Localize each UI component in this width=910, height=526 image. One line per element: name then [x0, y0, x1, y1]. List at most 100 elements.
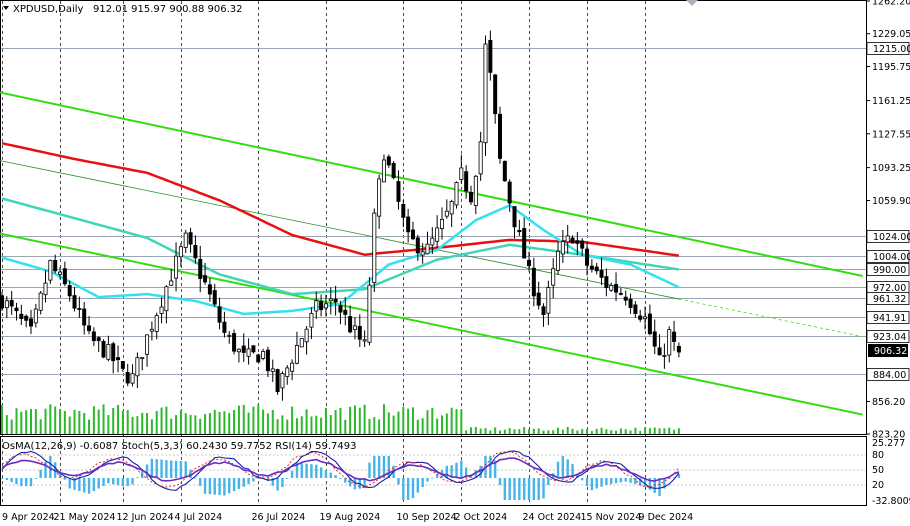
candle-body [91, 331, 96, 342]
volume-bar [474, 427, 477, 434]
volume-bar [344, 419, 347, 434]
volume-bar [257, 404, 260, 434]
candle-body [468, 191, 473, 203]
candle-body [130, 373, 135, 384]
candle-body [48, 260, 53, 281]
volume-bar [199, 418, 202, 434]
osma-bar [353, 478, 357, 490]
volume-bar [644, 427, 647, 434]
oscillator-tick-label: 25.277 [872, 438, 905, 449]
candle-body [444, 210, 449, 217]
osma-bar [15, 478, 18, 485]
osma-bar [619, 478, 623, 483]
candle-body [58, 271, 63, 275]
volume-bar [165, 406, 168, 434]
volume-bar [615, 430, 618, 434]
volume-bar [445, 413, 448, 434]
volume-bar [262, 409, 265, 434]
level-label: 961.32 [873, 294, 906, 305]
osma-bar [102, 478, 105, 486]
candle-body [193, 245, 198, 259]
candle-body [14, 307, 19, 312]
candle-body [551, 268, 556, 286]
oscillator-tick-label: -32.8009 [872, 496, 910, 507]
candle-body [299, 338, 304, 348]
rsi-line [1, 457, 680, 482]
osma-bar [281, 478, 284, 488]
osma-bar [310, 464, 313, 478]
volume-bar [107, 415, 110, 434]
candle-body [517, 230, 522, 233]
osma-bar [189, 469, 192, 478]
volume-bar [170, 418, 173, 434]
candle-body [676, 346, 681, 353]
candle-body [580, 240, 585, 249]
osma-bar [547, 478, 550, 485]
osma-bar [208, 478, 212, 495]
level-label: 1004.00 [873, 252, 910, 263]
osma-bar [203, 478, 207, 494]
candle-body [633, 304, 638, 314]
candle-body [614, 284, 619, 293]
volume-bar [440, 415, 443, 434]
candle-body [145, 334, 150, 355]
osma-bar [24, 478, 28, 487]
candle-body [140, 357, 145, 360]
osma-bar [97, 478, 100, 489]
osma-bar [63, 478, 67, 480]
osma-bar [435, 473, 439, 478]
osma-bar [87, 478, 91, 494]
osma-bar [474, 470, 478, 478]
volume-bar [1, 404, 3, 434]
candle-body [435, 227, 440, 242]
osma-bar [300, 463, 303, 478]
volume-bar [213, 409, 216, 434]
osma-bar [44, 461, 47, 478]
volume-bar [281, 415, 284, 434]
y-tick-label: 1059.90 [872, 196, 910, 207]
osma-bar [165, 460, 168, 478]
volume-bar [508, 428, 511, 434]
osma-bar [445, 465, 449, 478]
volume-bar [175, 415, 178, 434]
volume-bar [629, 430, 632, 434]
collapse-arrow-icon[interactable] [3, 6, 9, 10]
candle-body [425, 243, 430, 255]
osma-bar [339, 478, 342, 479]
osma-bar [373, 456, 376, 478]
candle-body [106, 344, 111, 360]
volume-bar [329, 415, 332, 434]
candle-body [430, 237, 435, 246]
volume-bar [489, 430, 492, 434]
x-tick-label: 9 Apr 2024 [2, 512, 55, 523]
level-label-box [866, 368, 910, 381]
candle-body [546, 287, 551, 314]
osma-bar [455, 462, 458, 478]
volume-bar [49, 404, 52, 434]
osma-bar [518, 478, 521, 500]
candle-body [9, 300, 14, 307]
candle-body [232, 333, 237, 352]
osma-bar [561, 456, 565, 478]
scroll-marker-icon[interactable] [686, 0, 698, 6]
candle-body [507, 181, 512, 204]
candle-body [464, 171, 469, 192]
candle-body [265, 349, 270, 372]
volume-bar [150, 419, 153, 434]
osma-bar [610, 478, 613, 485]
candle-body [67, 285, 72, 297]
osma-bar [121, 478, 125, 487]
candle-body [270, 368, 275, 372]
osma-bar [629, 478, 632, 483]
candle-body [0, 295, 4, 309]
candle-body [323, 303, 328, 309]
volume-bar [368, 418, 371, 434]
candle-body [169, 280, 174, 286]
volume-bar [194, 415, 197, 434]
osma-bar [648, 478, 652, 490]
volume-bar [431, 408, 434, 434]
volume-bar [83, 412, 86, 434]
